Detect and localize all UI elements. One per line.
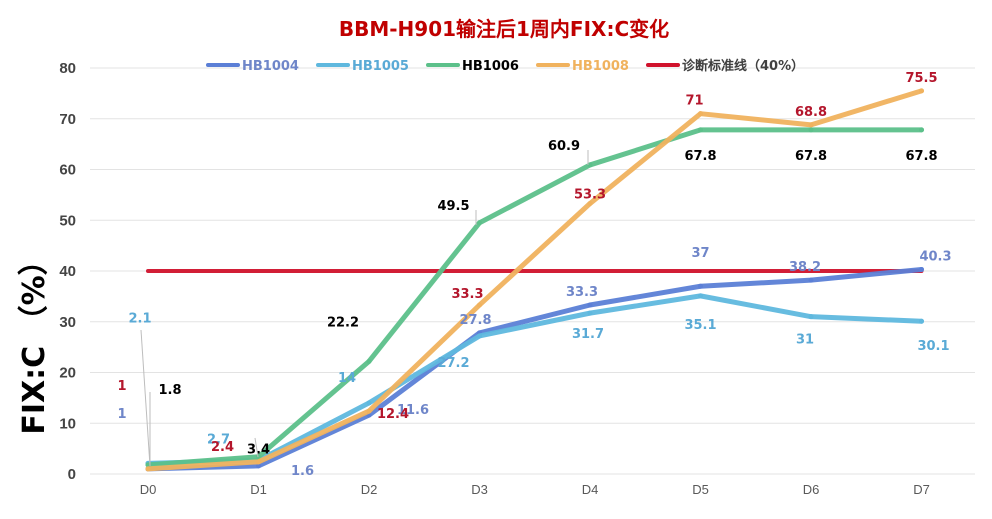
data-point xyxy=(808,277,814,283)
data-point xyxy=(919,127,924,133)
series-line-HB1004 xyxy=(145,266,924,472)
data-label: 1 xyxy=(117,407,126,422)
x-tick-label: D7 xyxy=(913,482,930,497)
data-label: 40.3 xyxy=(919,249,951,264)
data-point xyxy=(808,127,814,133)
y-tick-label: 40 xyxy=(59,263,76,280)
data-point xyxy=(477,302,482,308)
data-label: 27.8 xyxy=(459,313,491,328)
data-label: 31 xyxy=(796,333,814,348)
data-point xyxy=(477,333,482,339)
data-point xyxy=(366,408,372,414)
y-tick-label: 30 xyxy=(59,314,76,331)
data-point xyxy=(256,463,261,469)
x-tick-label: D0 xyxy=(140,482,157,497)
y-axis-label: FIX:C （%） xyxy=(17,245,52,434)
data-point xyxy=(587,162,593,168)
data-label: 12.4 xyxy=(377,407,409,422)
data-label: 3.4 xyxy=(247,443,270,458)
data-label: 11.6 xyxy=(397,403,429,418)
x-tick-label: D4 xyxy=(582,482,599,497)
y-tick-label: 0 xyxy=(68,466,76,483)
data-label: 37 xyxy=(691,246,709,261)
data-label: 31.7 xyxy=(572,327,604,342)
x-tick-label: D6 xyxy=(803,482,820,497)
data-point xyxy=(919,88,924,94)
tick-layer: 0 10 20 30 40 50 60 70 80 D0 D1 D2 D3 D4 D5 D6 D7 xyxy=(59,60,930,497)
data-point xyxy=(919,266,924,272)
data-label: 2.7 xyxy=(207,432,230,447)
data-label-layer: 11.611.627.833.33738.240.32.12.71427.231… xyxy=(117,71,951,479)
data-label: 35.1 xyxy=(684,318,716,333)
leader-line xyxy=(254,437,259,458)
data-point xyxy=(256,454,261,460)
data-label: 22.2 xyxy=(327,315,359,330)
y-tick-label: 20 xyxy=(59,365,76,382)
y-tick-label: 80 xyxy=(59,60,76,77)
legend-entry: HB1005 xyxy=(352,59,409,74)
data-label: 67.8 xyxy=(905,149,937,164)
data-label: 49.5 xyxy=(437,199,469,214)
data-label: 33.3 xyxy=(451,287,483,302)
y-tick-label: 60 xyxy=(59,162,76,179)
data-label: 67.8 xyxy=(684,149,716,164)
data-label: 75.5 xyxy=(905,71,937,86)
data-point xyxy=(919,318,924,324)
data-label: 27.2 xyxy=(437,356,469,371)
data-label: 33.3 xyxy=(566,285,598,300)
data-label: 67.8 xyxy=(795,149,827,164)
data-label: 2.4 xyxy=(211,440,234,455)
data-point xyxy=(587,201,593,207)
data-point xyxy=(808,314,814,320)
data-point xyxy=(256,459,261,465)
data-label: 1 xyxy=(117,379,126,394)
data-point xyxy=(698,111,703,117)
legend-entry: HB1004 xyxy=(242,59,299,74)
data-point xyxy=(808,122,814,128)
data-label: 60.9 xyxy=(548,139,580,154)
y-tick-label: 50 xyxy=(59,212,76,229)
data-label: 30.1 xyxy=(917,339,949,354)
data-point xyxy=(366,400,372,406)
legend-entry: 诊断标准线（40%） xyxy=(682,58,804,74)
x-tick-label: D5 xyxy=(692,482,709,497)
x-tick-label: D3 xyxy=(471,482,488,497)
series-line-HB1008 xyxy=(145,88,924,472)
data-point xyxy=(366,358,372,364)
series-layer xyxy=(145,88,924,472)
x-tick-label: D1 xyxy=(250,482,267,497)
legend-entry: HB1006 xyxy=(462,59,519,74)
data-point xyxy=(698,127,703,133)
legend-entry: HB1008 xyxy=(572,59,629,74)
leader-line xyxy=(140,329,151,467)
data-point xyxy=(477,220,482,226)
data-label: 1.8 xyxy=(158,383,181,398)
data-label: 2.1 xyxy=(128,311,151,326)
data-point xyxy=(698,283,703,289)
chart-title: BBM-H901输注后1周内FIX:C变化 xyxy=(339,17,669,41)
series-line-HB1006 xyxy=(145,127,924,468)
data-point xyxy=(587,302,593,308)
data-label: 1.6 xyxy=(291,464,314,479)
data-label: 53.3 xyxy=(574,188,606,203)
data-point xyxy=(587,310,593,316)
data-point xyxy=(145,462,151,468)
legend: HB1004 HB1005 HB1006 HB1008 诊断标准线（40%） xyxy=(206,58,804,74)
data-label: 38.2 xyxy=(789,260,821,275)
data-point xyxy=(698,293,703,299)
data-label: 71 xyxy=(685,94,703,109)
y-tick-label: 10 xyxy=(59,415,76,432)
data-label: 68.8 xyxy=(795,105,827,120)
data-point xyxy=(145,466,151,472)
x-tick-label: D2 xyxy=(361,482,378,497)
y-tick-label: 70 xyxy=(59,111,76,128)
data-label: 14 xyxy=(338,371,356,386)
